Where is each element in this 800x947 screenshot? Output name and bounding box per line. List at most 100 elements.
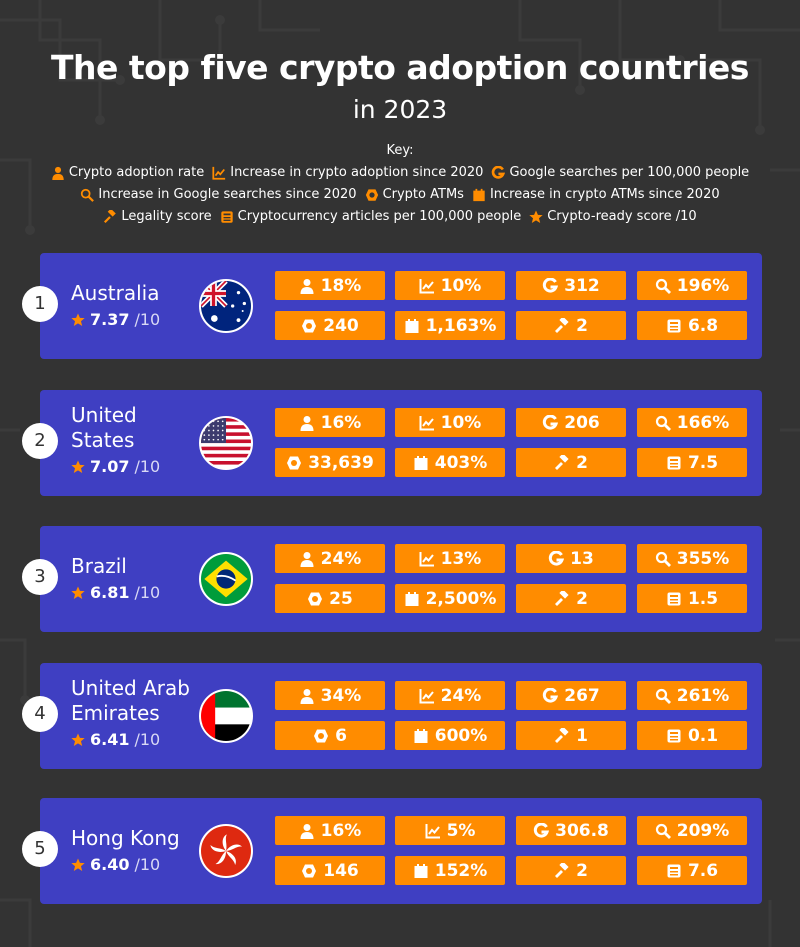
person-icon [300, 415, 314, 431]
google-icon [492, 165, 506, 179]
stat-value: 10% [440, 275, 482, 296]
atm-icon [365, 188, 378, 201]
search-icon [655, 415, 671, 431]
crypto-ready-score: 7.07/10 [71, 457, 160, 476]
key-item-crypto-ready: Crypto-ready score /10 [529, 209, 697, 224]
flag-usa [199, 416, 253, 470]
country-name: United States [71, 403, 211, 453]
country-card-usa: 2 United States 7.07/10 16% 10% 206 166% 33,639 4… [22, 390, 762, 496]
stat-value: 33,639 [308, 452, 374, 473]
key-item-google-searches: Google searches per 100,000 people [491, 165, 749, 180]
crypto-ready-score: 6.81/10 [71, 583, 160, 602]
stat-newspaper: 7.5 [637, 448, 747, 477]
stat-search: 209% [637, 816, 747, 845]
key-row-2: Increase in Google searches since 2020 C… [0, 187, 800, 202]
score-value: 6.81 [90, 583, 130, 602]
flag-australia [199, 279, 253, 333]
stat-value: 10% [440, 412, 482, 433]
stat-value: 312 [564, 275, 600, 296]
stat-value: 6 [335, 725, 347, 746]
atm-icon [314, 729, 329, 742]
person-icon [52, 166, 64, 180]
calendar-icon [414, 863, 428, 878]
key-item-crypto-atms: Crypto ATMs [365, 187, 464, 202]
trend-chart-icon [419, 688, 434, 703]
country-card-brazil: 3 Brazil 6.81/10 24% 13% 13 355% 25 2,500% 2 1.5 [22, 526, 762, 632]
stat-value: 1.5 [687, 588, 719, 609]
google-icon [533, 822, 550, 837]
stat-newspaper: 6.8 [637, 311, 747, 340]
stat-value: 209% [676, 820, 730, 841]
country-name-line: United Arab [71, 676, 190, 700]
trend-chart-icon [419, 415, 434, 430]
atm-icon [302, 864, 317, 877]
stat-gavel: 2 [516, 311, 626, 340]
country-card-hongkong: 5 Hong Kong 6.40/10 16% 5% 306.8 209% 146 152% 2 7… [22, 798, 762, 904]
stat-value: 7.6 [687, 860, 719, 881]
stat-newspaper: 0.1 [637, 721, 747, 750]
person-icon [300, 551, 314, 567]
star-icon [71, 312, 85, 326]
stat-value: 166% [676, 412, 730, 433]
stat-person: 34% [275, 681, 385, 710]
country-name: Brazil [71, 554, 211, 579]
stat-newspaper: 1.5 [637, 584, 747, 613]
score-value: 6.40 [90, 855, 130, 874]
stat-value: 2,500% [425, 588, 497, 609]
score-value: 7.37 [90, 310, 130, 329]
gavel-icon [555, 590, 569, 606]
search-icon [655, 278, 671, 294]
person-icon [300, 688, 314, 704]
stat-value: 2 [576, 588, 588, 609]
score-suffix: /10 [134, 310, 161, 329]
calendar-icon [405, 318, 419, 333]
stat-value: 24% [320, 548, 362, 569]
stat-value: 16% [320, 412, 362, 433]
stat-trend-chart: 10% [395, 408, 505, 437]
stat-value: 1,163% [425, 315, 497, 336]
score-suffix: /10 [134, 730, 161, 749]
page-subtitle: in 2023 [352, 95, 448, 124]
key-item-adoption-increase: Increase in crypto adoption since 2020 [212, 165, 483, 180]
crypto-ready-score: 7.37/10 [71, 310, 160, 329]
country-name-line: Australia [71, 281, 160, 305]
stat-value: 7.5 [687, 452, 719, 473]
score-value: 6.41 [90, 730, 130, 749]
stat-trend-chart: 13% [395, 544, 505, 573]
flag-brazil [199, 552, 253, 606]
newspaper-icon [667, 319, 681, 332]
score-value: 7.07 [90, 457, 130, 476]
stat-value: 152% [434, 860, 488, 881]
country-name: Hong Kong [71, 826, 211, 851]
search-icon [655, 823, 671, 839]
stat-value: 267 [564, 685, 600, 706]
crypto-ready-score: 6.41/10 [71, 730, 160, 749]
key-item-articles: Cryptocurrency articles per 100,000 peop… [220, 209, 521, 224]
stat-gavel: 2 [516, 584, 626, 613]
trend-chart-icon [425, 823, 440, 838]
country-name-line: Brazil [71, 554, 127, 578]
newspaper-icon [667, 592, 681, 605]
stat-value: 18% [320, 275, 362, 296]
country-name-line: Emirates [71, 701, 160, 725]
stat-google: 312 [516, 271, 626, 300]
newspaper-icon [667, 729, 681, 742]
stat-search: 166% [637, 408, 747, 437]
stat-gavel: 2 [516, 856, 626, 885]
stat-google: 267 [516, 681, 626, 710]
stat-calendar: 403% [395, 448, 505, 477]
stat-value: 240 [323, 315, 359, 336]
score-suffix: /10 [134, 855, 161, 874]
score-suffix: /10 [134, 457, 161, 476]
key-row-1: Crypto adoption rate Increase in crypto … [0, 165, 800, 180]
gavel-icon [104, 209, 117, 223]
calendar-icon [414, 728, 428, 743]
stat-value: 13% [440, 548, 482, 569]
stat-trend-chart: 10% [395, 271, 505, 300]
stat-value: 1 [576, 725, 588, 746]
flag-hongkong [199, 824, 253, 878]
key-row-3: Legality score Cryptocurrency articles p… [0, 209, 800, 224]
trend-chart-icon [419, 278, 434, 293]
rank-badge: 3 [22, 559, 58, 595]
country-name: Australia [71, 281, 211, 306]
